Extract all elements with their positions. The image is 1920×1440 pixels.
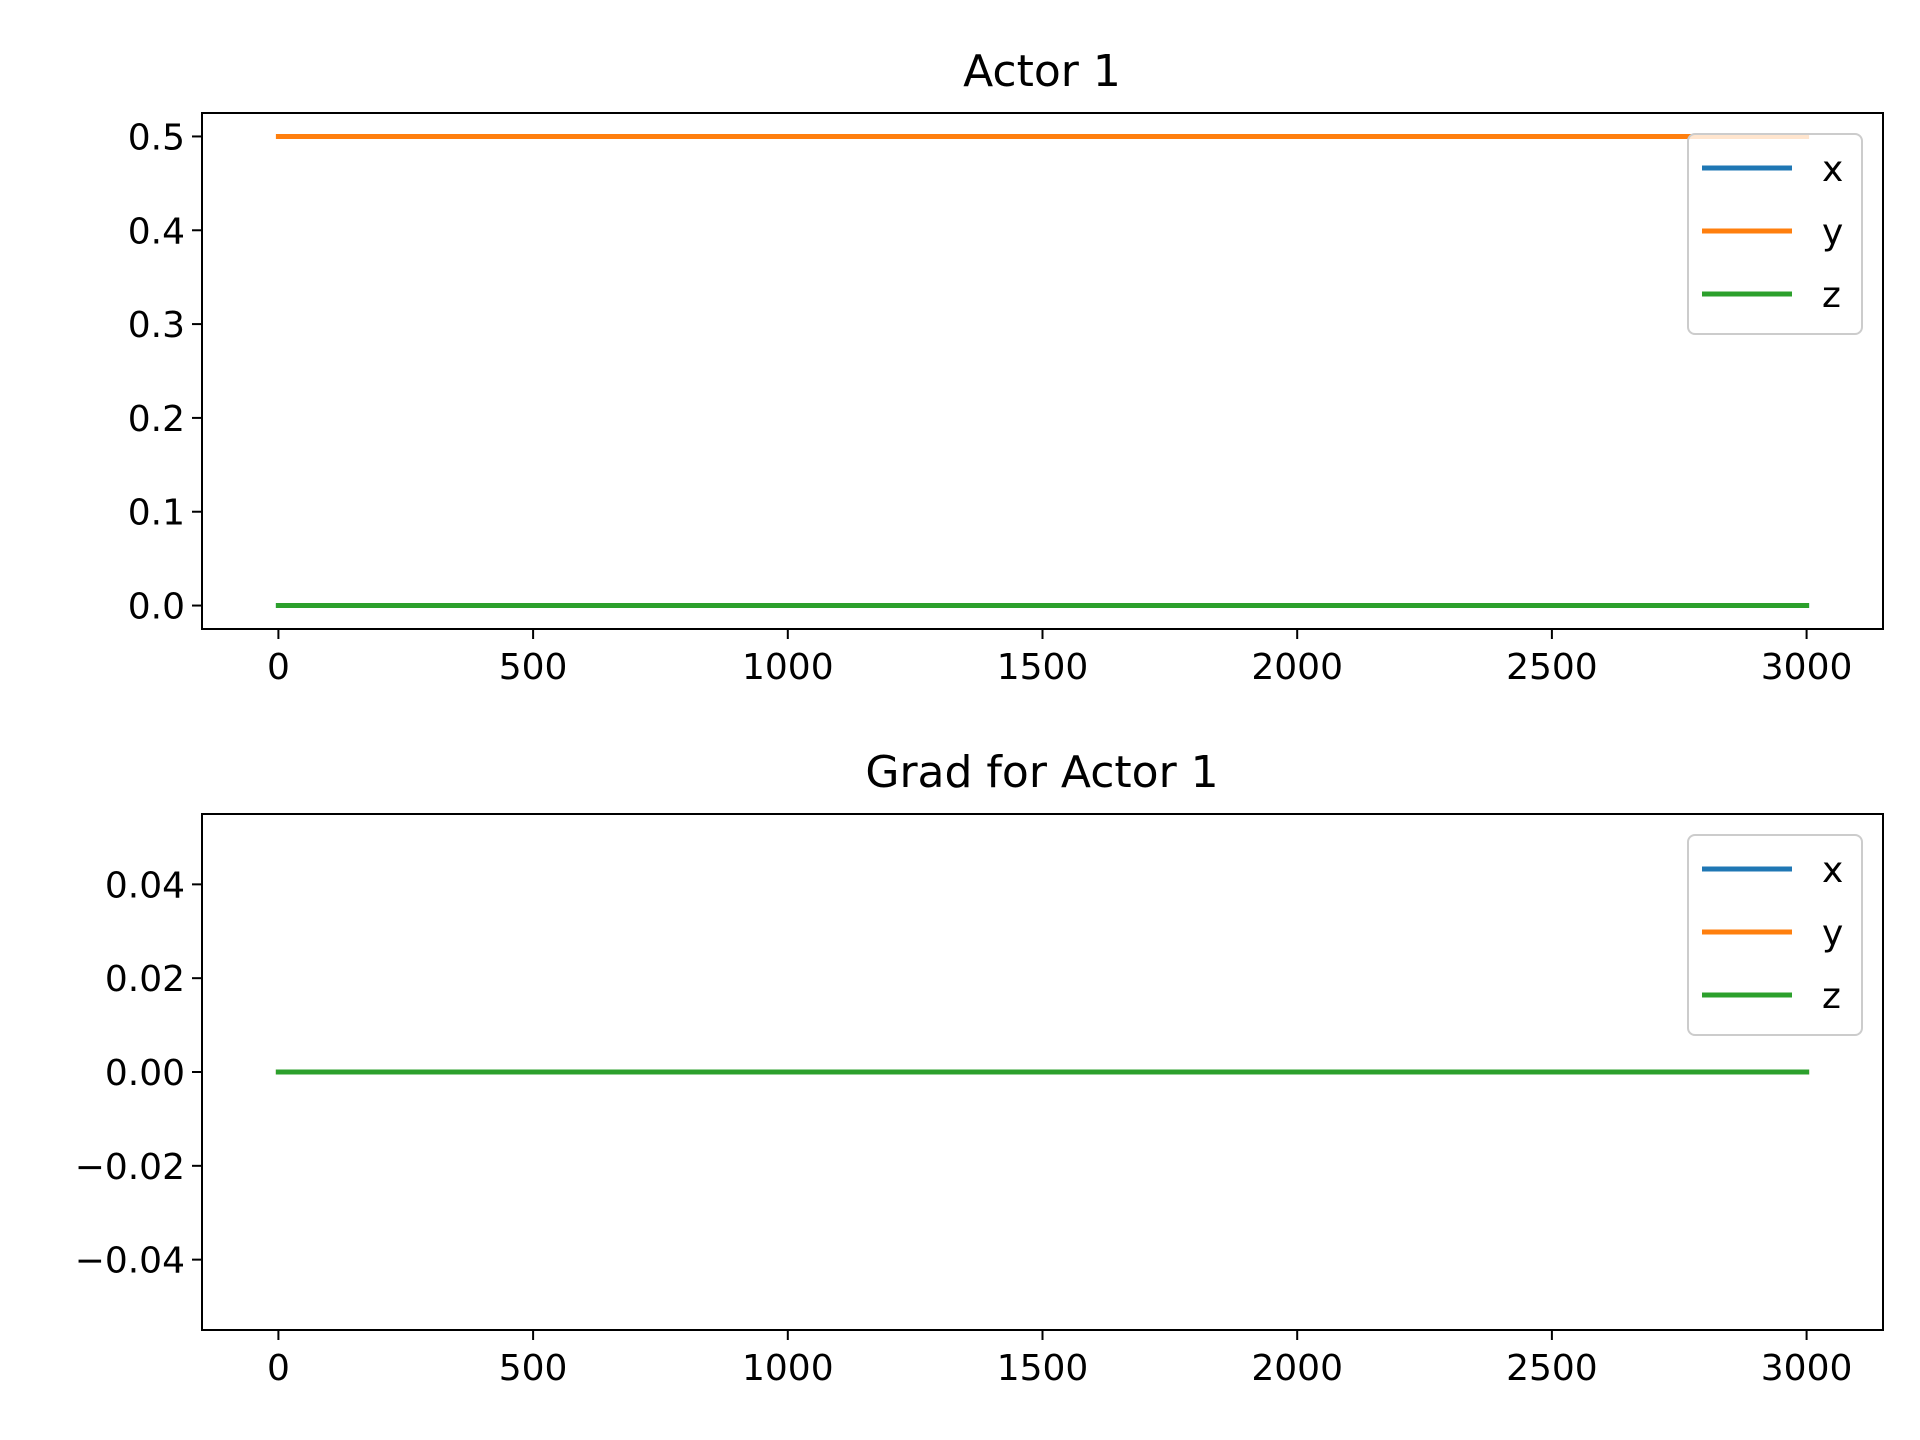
y-tick-label: 0.1	[128, 493, 185, 534]
x-axis: 0 500 1000 1500 2000 2500 3000	[267, 629, 1852, 688]
legend-label: x	[1822, 850, 1843, 891]
x-tick-label: 500	[499, 647, 568, 688]
legend: x y z	[1687, 133, 1863, 335]
y-tick-label: 0.02	[105, 959, 185, 1000]
legend-label: x	[1822, 149, 1843, 190]
legend-label: y	[1822, 212, 1843, 253]
x-tick-label: 1000	[742, 1348, 834, 1389]
x-tick-label: 3000	[1761, 647, 1853, 688]
x-tick-label: 1000	[742, 647, 834, 688]
legend-box	[1687, 834, 1863, 1036]
x-tick-label: 2500	[1506, 1348, 1598, 1389]
legend: x y z	[1687, 834, 1863, 1036]
y-tick-label: 0.2	[128, 399, 185, 440]
y-tick-label: 0.00	[105, 1053, 185, 1094]
subplot-grad: Grad for Actor 1 0 500 1000 1500 2000 2500 300…	[75, 747, 1884, 1389]
chart-title: Actor 1	[963, 46, 1121, 97]
y-tick-label: −0.02	[75, 1147, 185, 1188]
y-tick-label: 0.0	[128, 587, 185, 628]
x-axis: 0 500 1000 1500 2000 2500 3000	[267, 1330, 1852, 1389]
x-tick-label: 1500	[997, 1348, 1089, 1389]
y-axis: 0.04 0.02 0.00 −0.02 −0.04	[75, 865, 202, 1282]
x-tick-label: 2000	[1251, 647, 1343, 688]
x-tick-label: 500	[499, 1348, 568, 1389]
legend-label: y	[1822, 913, 1843, 954]
x-tick-label: 0	[267, 1348, 290, 1389]
x-tick-label: 2500	[1506, 647, 1598, 688]
y-tick-label: 0.4	[128, 211, 185, 252]
x-tick-label: 1500	[997, 647, 1089, 688]
legend-label: z	[1822, 275, 1841, 316]
subplot-actor: Actor 1 0 500 1000 1500 2000 2500 3000 0.00.10…	[128, 46, 1884, 688]
x-tick-label: 3000	[1761, 1348, 1853, 1389]
y-axis: 0.0 0.1 0.2 0.3 0.4 0.5	[128, 117, 202, 628]
y-tick-label: 0.04	[105, 865, 185, 906]
plot-area	[275, 134, 1810, 608]
y-tick-label: 0.5	[128, 117, 185, 158]
y-tick-label: −0.04	[75, 1241, 185, 1282]
chart-title: Grad for Actor 1	[865, 747, 1218, 798]
x-tick-label: 2000	[1251, 1348, 1343, 1389]
x-tick-label: 0	[267, 647, 290, 688]
legend-label: z	[1822, 976, 1841, 1017]
legend-box	[1687, 133, 1863, 335]
y-tick-label: 0.3	[128, 305, 185, 346]
